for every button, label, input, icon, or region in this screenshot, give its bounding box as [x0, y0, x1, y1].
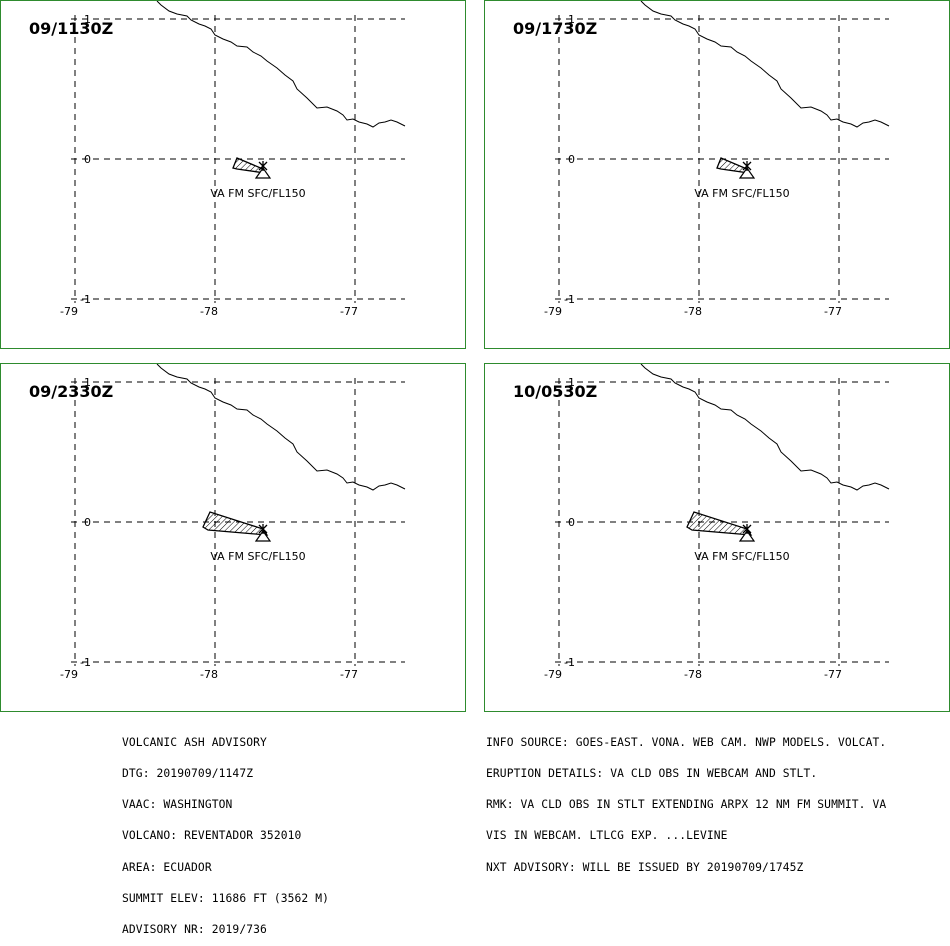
ash-cloud-polygon [202, 511, 269, 536]
panel-time-4: 10/0530Z [513, 382, 598, 401]
summit-marker-icon [258, 161, 268, 171]
panel-time-3: 09/2330Z [29, 382, 114, 401]
volcano-triangle-icon [254, 166, 272, 179]
latitude-tick-label: 0 [84, 153, 91, 166]
forecast-panel-1: 1 0 -1 -79 -78 -77 VA FM SFC/FL150 09/1130Z [0, 0, 466, 349]
forecast-panel-2: 1 0 -1 -79 -78 -77 VA FM SFC/FL150 09/1730Z [484, 0, 950, 349]
advisory-line: INFO SOURCE: GOES-EAST. VONA. WEB CAM. N… [486, 735, 887, 749]
latitude-tick-label: 0 [568, 153, 575, 166]
longitude-tick-label: -78 [684, 668, 702, 681]
longitude-tick-label: -79 [60, 305, 78, 318]
longitude-tick-label: -77 [340, 668, 358, 681]
advisory-line: VOLCANO: REVENTADOR 352010 [122, 829, 302, 843]
longitude-tick-label: -77 [340, 305, 358, 318]
latitude-tick-label: 0 [84, 516, 91, 529]
panel-time-2: 09/1730Z [513, 19, 598, 38]
advisory-details-block: INFO SOURCE: GOES-EAST. VONA. WEB CAM. N… [486, 717, 886, 883]
advisory-line: VOLCANIC ASH ADVISORY [122, 735, 267, 749]
map-canvas-4: 1 0 -1-79 -78 -77 VA FM SFC/FL150 [544, 364, 890, 681]
latitude-tick-label: 1 [568, 376, 575, 389]
border-line [640, 364, 890, 491]
longitude-tick-label: -77 [824, 305, 842, 318]
advisory-line: ADVISORY NR: 2019/736 [122, 923, 267, 937]
advisory-line: VAAC: WASHINGTON [122, 798, 233, 812]
volcano-triangle-icon [254, 529, 272, 542]
ash-cloud-polygon [716, 157, 751, 174]
forecast-panel-3: 1 0 -1 -79 -78 -77 VA FM SFC/FL150 09/2330Z [0, 363, 466, 712]
longitude-tick-label: -77 [824, 668, 842, 681]
advisory-line: RMK: VA CLD OBS IN STLT EXTENDING ARPX 1… [486, 798, 887, 812]
ash-cloud-polygon [686, 511, 753, 536]
map-canvas-2: 1 0 -1-79 -78 -77 VA FM SFC/FL150 [544, 1, 890, 318]
volcano-triangle-icon [738, 166, 756, 179]
advisory-header-block: VOLCANIC ASH ADVISORY DTG: 20190709/1147… [122, 717, 329, 946]
ash-cloud-label: VA FM SFC/FL150 [694, 550, 789, 563]
map-canvas-3: 1 0 -1-79 -78 -77 VA FM SFC/FL150 [60, 364, 406, 681]
latitude-tick-label: 1 [84, 13, 91, 26]
latitude-tick-label: 0 [568, 516, 575, 529]
ash-cloud-label: VA FM SFC/FL150 [210, 550, 305, 563]
forecast-panel-4: 1 0 -1 -79 -78 -77 VA FM SFC/FL150 10/0530Z [484, 363, 950, 712]
longitude-tick-label: -78 [200, 305, 218, 318]
latitude-tick-label: -1 [564, 656, 575, 669]
advisory-line: SUMMIT ELEV: 11686 FT (3562 M) [122, 891, 330, 905]
advisory-line: VIS IN WEBCAM. LTLCG EXP. ...LEVINE [486, 829, 728, 843]
panel-time-1: 09/1130Z [29, 19, 114, 38]
longitude-tick-label: -79 [544, 668, 562, 681]
latitude-tick-label: -1 [564, 293, 575, 306]
map-canvas-1: 1 0 -1-79 -78 -77 VA FM SFC/FL150 [60, 1, 406, 318]
longitude-tick-label: -78 [684, 305, 702, 318]
ash-cloud-label: VA FM SFC/FL150 [694, 187, 789, 200]
ash-cloud-polygon [232, 157, 267, 174]
ash-cloud-label: VA FM SFC/FL150 [210, 187, 305, 200]
longitude-tick-label: -78 [200, 668, 218, 681]
latitude-tick-label: -1 [80, 293, 91, 306]
longitude-tick-label: -79 [60, 668, 78, 681]
advisory-line: ERUPTION DETAILS: VA CLD OBS IN WEBCAM A… [486, 767, 818, 781]
advisory-line: NXT ADVISORY: WILL BE ISSUED BY 20190709… [486, 860, 804, 874]
advisory-line: DTG: 20190709/1147Z [122, 767, 254, 781]
latitude-tick-label: 1 [568, 13, 575, 26]
summit-marker-icon [742, 161, 752, 171]
latitude-tick-label: 1 [84, 376, 91, 389]
latitude-tick-label: -1 [80, 656, 91, 669]
summit-marker-icon [258, 524, 268, 534]
volcano-triangle-icon [738, 529, 756, 542]
summit-marker-icon [742, 524, 752, 534]
border-line [640, 1, 890, 128]
border-line [156, 364, 406, 491]
border-line [156, 1, 406, 128]
longitude-tick-label: -79 [544, 305, 562, 318]
advisory-line: AREA: ECUADOR [122, 860, 212, 874]
